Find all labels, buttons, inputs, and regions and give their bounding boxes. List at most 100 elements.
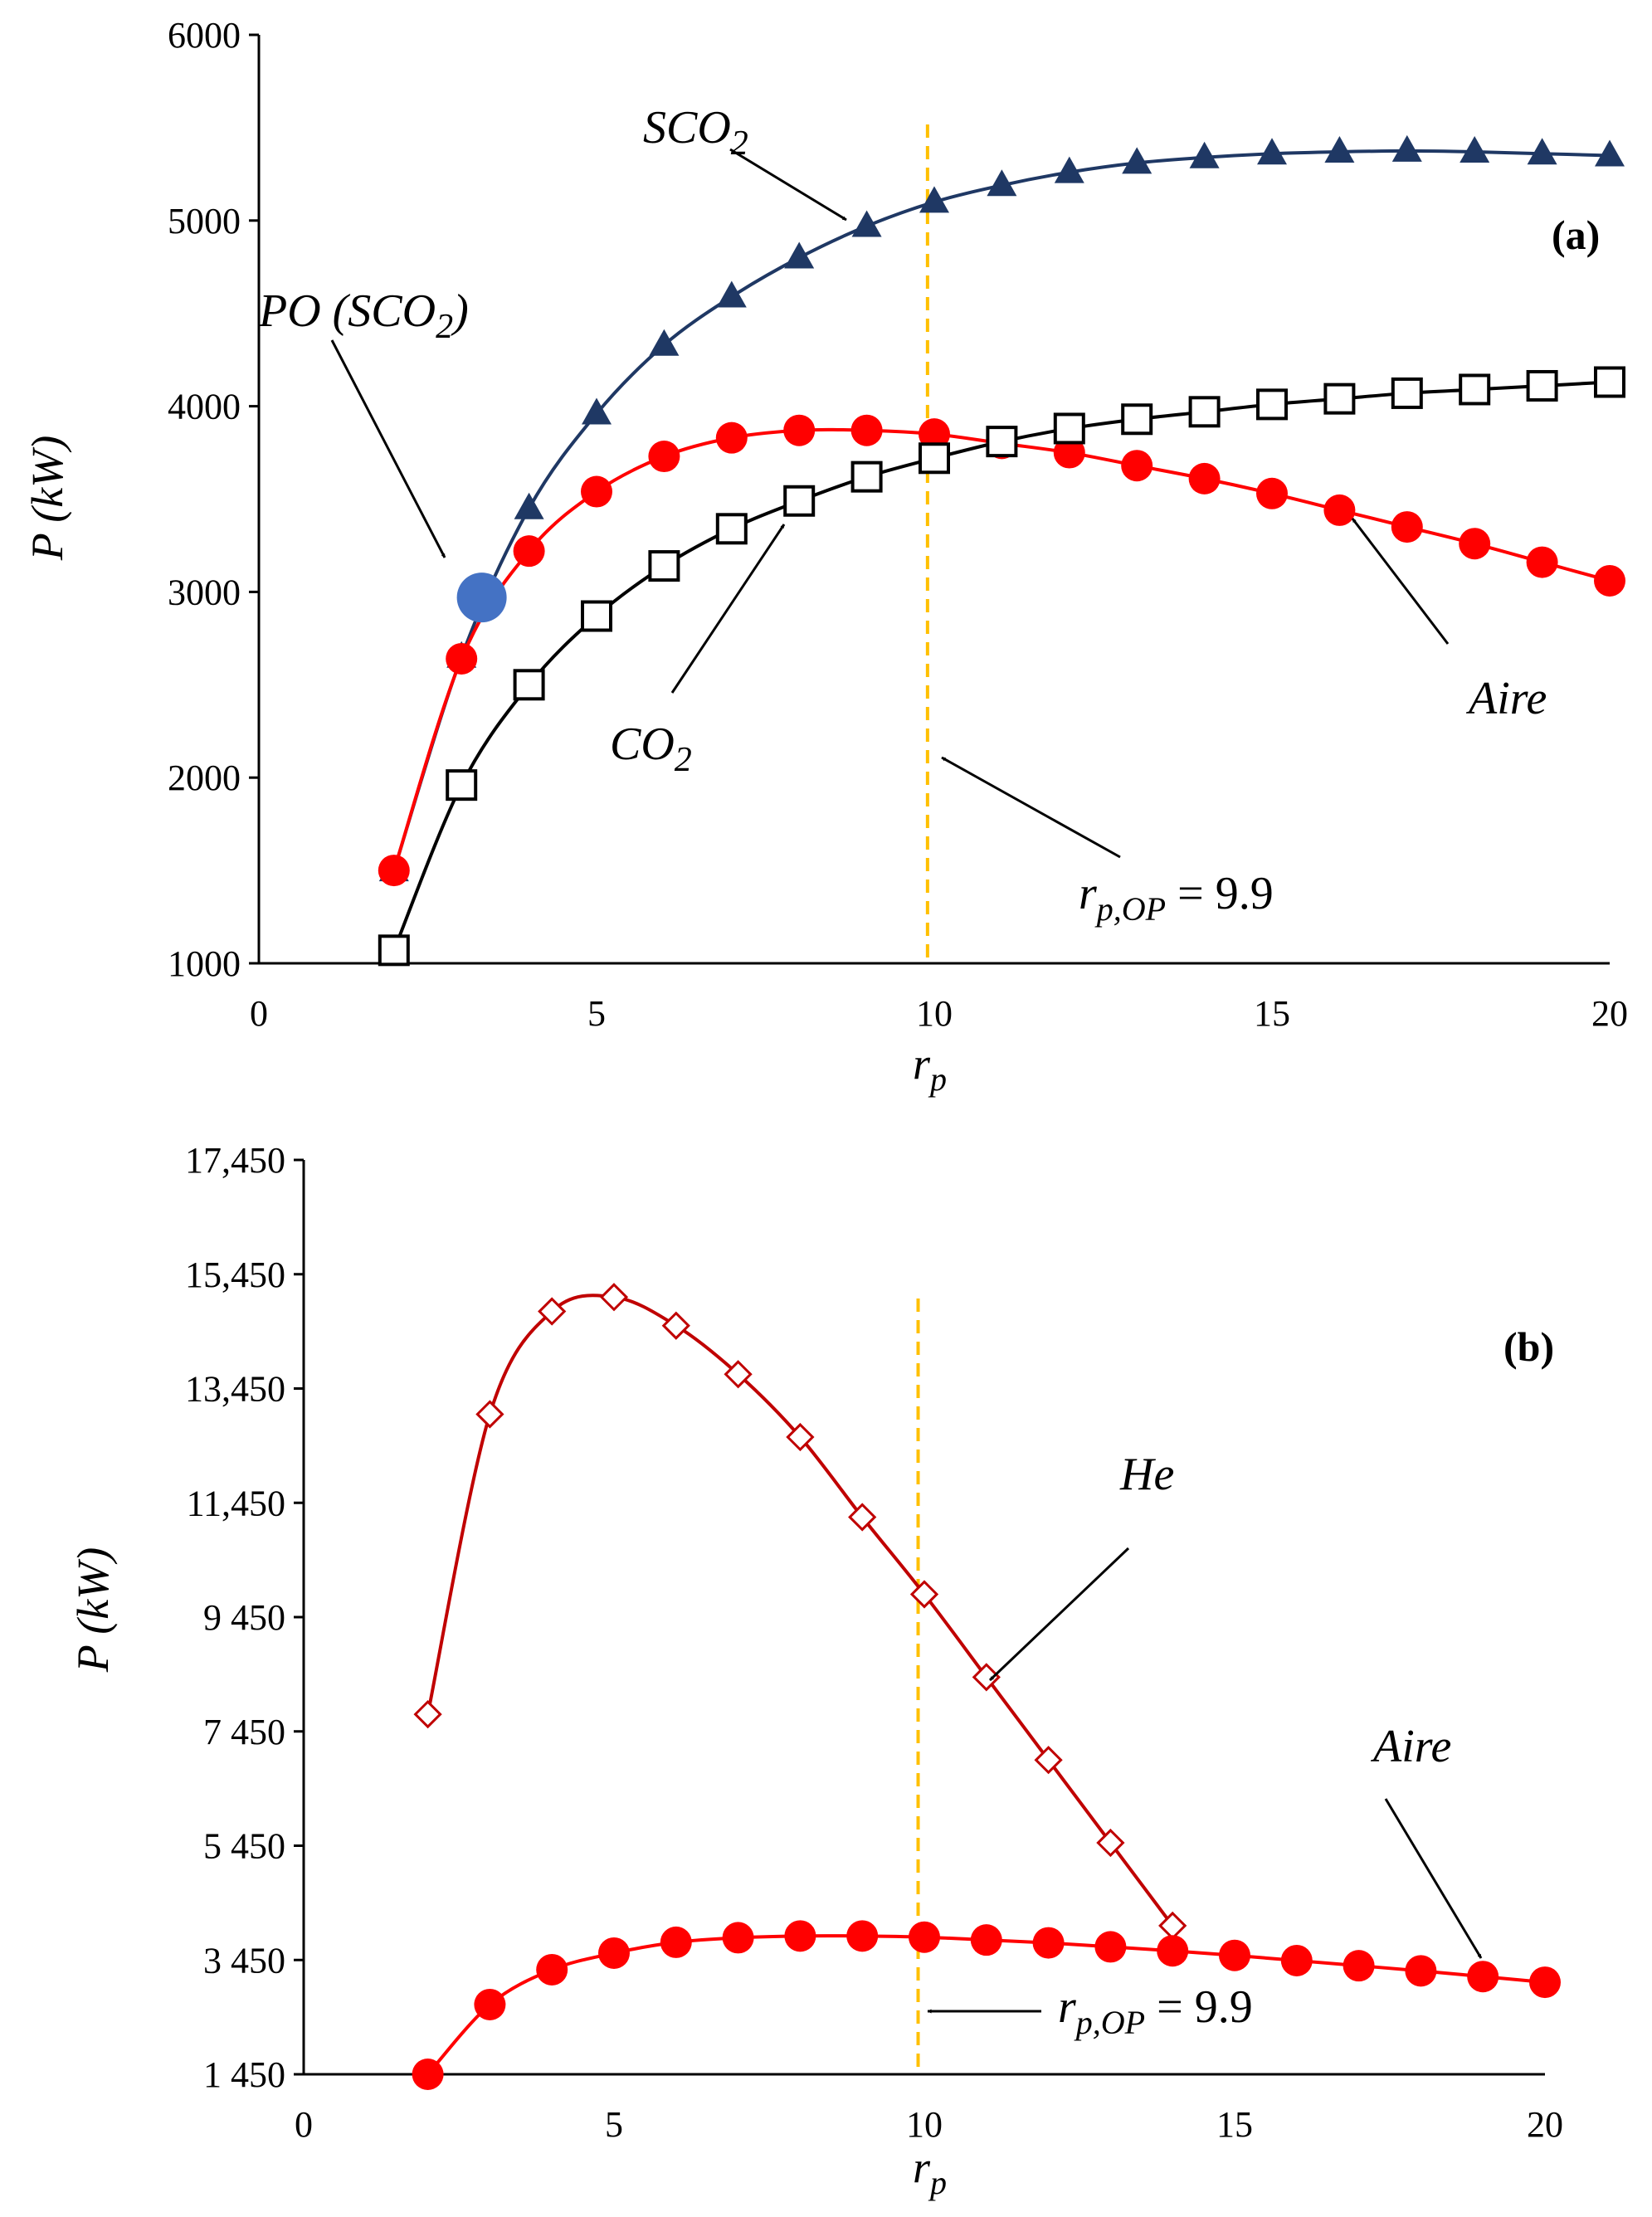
chart-b-point-he	[1034, 1746, 1063, 1775]
chart-b-x-axis-title-sub: p	[928, 2164, 947, 2201]
chart-a-point-aire	[513, 535, 545, 568]
chart-a-point-aire	[1121, 450, 1153, 482]
chart-a-point-sco2	[851, 210, 882, 237]
arrow-he	[988, 1547, 1130, 1682]
chart-b-point-he	[848, 1503, 877, 1532]
chart-a-y-tick-label: 5000	[168, 201, 241, 241]
chart-a-point-aire	[1323, 494, 1356, 526]
chart-b-y-tick-label: 9 450	[203, 1597, 285, 1638]
chart-b-point-aire	[536, 1953, 568, 1986]
chart-b-y-tick-label: 7 450	[203, 1712, 285, 1752]
chart-a-point-sco2	[919, 186, 949, 213]
chart-b-x-tick-label: 20	[1527, 2104, 1563, 2145]
chart-a-x-tick-label: 15	[1254, 993, 1290, 1034]
label-co2-main: CO	[610, 719, 675, 770]
chart-a-point-aire	[1526, 546, 1558, 578]
chart-a-y-tick-label: 6000	[168, 15, 241, 56]
chart-b-x-tick-label: 15	[1216, 2104, 1253, 2145]
chart-a-point-sco2	[1527, 138, 1557, 165]
label-rp-op-a-sub: p,OP	[1094, 890, 1166, 928]
chart-a-point-co2	[446, 769, 478, 802]
chart-b-point-aire	[909, 1921, 940, 1953]
chart-a-point-sco2	[987, 169, 1017, 197]
chart-a-point-sco2	[1257, 138, 1287, 165]
chart-b-point-aire	[1280, 1944, 1313, 1976]
chart-a-point-sco2	[784, 241, 815, 269]
chart-a-point-aire	[1459, 528, 1491, 560]
chart-b-x-axis-title-main: r	[913, 2142, 931, 2192]
chart-a-point-co2	[919, 442, 950, 475]
label-po-sub: 2	[436, 308, 453, 346]
chart-a-point-co2	[513, 669, 545, 701]
chart-b-point-he	[909, 1580, 939, 1609]
arrow-aire-a	[1351, 518, 1450, 645]
chart-a-y-axis-title: P (kW)	[22, 436, 72, 561]
chart-b-point-he	[538, 1297, 567, 1326]
chart-b-point-aire	[846, 1920, 879, 1952]
chart-b-point-he	[1096, 1828, 1125, 1858]
label-aire-b: Aire	[1370, 1721, 1451, 1772]
chart-b-y-tick-label: 5 450	[203, 1826, 285, 1867]
chart-a-point-aire	[850, 414, 883, 446]
label-rp-op-a: rp,OP = 9.9	[1079, 868, 1274, 928]
chart-a-point-sco2	[1391, 134, 1422, 162]
label-co2-sub: 2	[675, 741, 692, 779]
chart-b-point-aire	[722, 1922, 754, 1954]
arrow-co2	[670, 524, 786, 694]
chart-a-point-aire	[919, 418, 950, 451]
arrow-po	[330, 339, 446, 558]
chart-b-x-axis-title: rp	[913, 2142, 947, 2201]
chart-a-point-co2	[1526, 369, 1558, 402]
chart-a-point-sco2	[1595, 139, 1625, 167]
chart-a-x-axis-title: rp	[913, 1039, 947, 1098]
label-sco2: SCO2	[643, 102, 748, 163]
chart-b: 0 5 10 15 20 1 450 3 450 5 450 7 450 9 450 11,450 1…	[68, 1140, 1563, 2201]
chart-b-y-tick-label: 15,450	[185, 1255, 285, 1295]
label-po-prefix: PO (SCO	[258, 285, 436, 337]
chart-a-point-co2	[378, 934, 410, 967]
chart-a-point-sco2	[1189, 141, 1220, 168]
chart-a-point-aire	[648, 441, 680, 473]
chart-a-point-sco2	[514, 492, 544, 519]
chart-a-point-co2	[986, 426, 1018, 458]
chart-b-point-aire	[1405, 1955, 1437, 1987]
chart-a-point-aire	[378, 855, 410, 887]
label-po-sco2: PO (SCO2)	[258, 285, 469, 346]
chart-b-point-he	[475, 1400, 504, 1429]
chart-a-x-tick-label: 10	[916, 993, 953, 1034]
chart-b-point-he	[724, 1360, 753, 1389]
chart-b-point-aire	[1032, 1927, 1065, 1959]
chart-a-point-aire	[1256, 477, 1288, 509]
chart-a-y-tick-label: 4000	[168, 387, 241, 427]
chart-b-point-he	[599, 1283, 629, 1312]
arrow-aire-b	[1384, 1798, 1483, 1959]
chart-b-point-aire	[1343, 1950, 1375, 1982]
chart-a-point-co2	[1323, 382, 1356, 415]
chart-a-point-sco2	[582, 397, 612, 425]
chart-a-point-co2	[1459, 373, 1491, 406]
chart-a-point-co2	[1594, 366, 1625, 398]
chart-a-point-co2	[1391, 377, 1423, 409]
chart-b-point-aire	[970, 1924, 1002, 1956]
chart-a-x-tick-label: 5	[587, 993, 606, 1034]
chart-a-point-co2	[850, 460, 883, 493]
label-sco2-sub: 2	[731, 124, 748, 163]
chart-a-point-co2	[783, 485, 816, 517]
chart-a-point-aire	[1594, 564, 1625, 597]
chart-a-operating-point	[456, 573, 507, 623]
chart-b-point-aire	[1094, 1931, 1127, 1963]
chart-b-point-aire	[1157, 1935, 1189, 1967]
chart-a-point-sco2	[1324, 135, 1355, 163]
label-rp-op-a-value: = 9.9	[1166, 868, 1274, 919]
chart-a-point-sco2	[649, 329, 680, 356]
chart-b-y-tick-label: 17,450	[185, 1140, 285, 1181]
label-co2: CO2	[610, 719, 692, 779]
chart-a-point-aire	[1188, 462, 1221, 495]
chart-b-point-he	[786, 1422, 815, 1452]
chart-b-point-he	[413, 1699, 442, 1729]
chart-a-point-sco2	[1122, 147, 1153, 174]
chart-b-point-aire	[474, 1988, 506, 2020]
chart-b-x-tick-label: 5	[605, 2104, 623, 2145]
chart-b-y-tick-label: 13,450	[185, 1369, 285, 1410]
chart-a-point-co2	[1188, 396, 1221, 428]
